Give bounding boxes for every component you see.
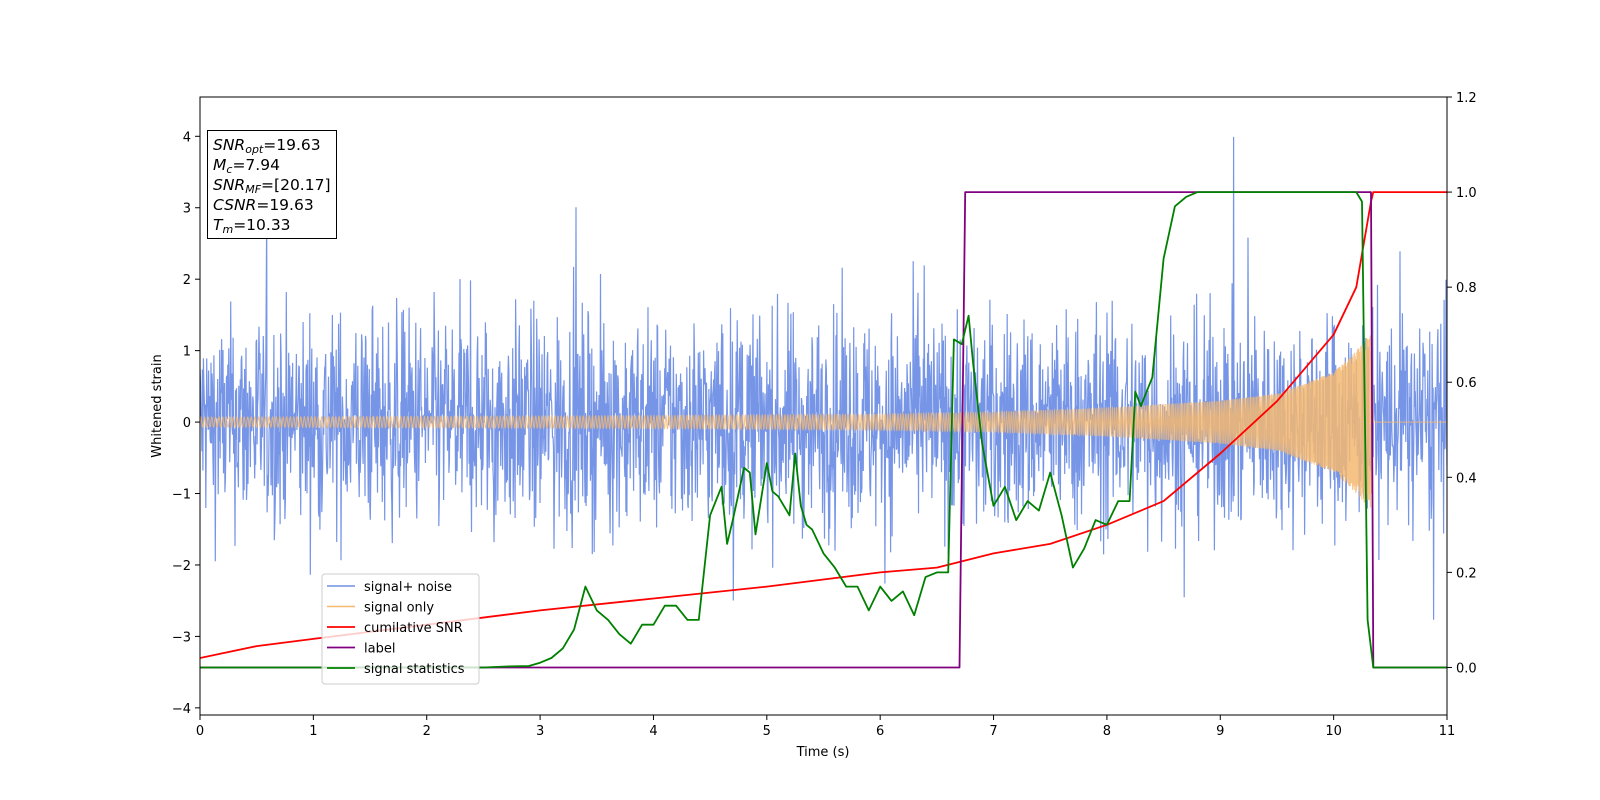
y-right-tick-label: 0.0 [1456, 661, 1477, 676]
legend-entry-label: signal+ noise [364, 580, 452, 595]
annotation-box: SNRopt=19.63 Mc=7.94 SNRMF=[20.17] CSNR=… [207, 130, 337, 239]
y-right-tick-label: 1.0 [1456, 186, 1477, 201]
y-left-tick-label: 0 [183, 416, 191, 431]
y-right-tick-label: 0.4 [1456, 471, 1477, 486]
plot-frame [199, 96, 1448, 716]
csnr-annotation: CSNR=19.63 [213, 196, 314, 214]
legend: signal+ noise signal only cumilative SNR la… [321, 573, 480, 685]
x-tick-label: 0 [196, 724, 204, 739]
y-right-tick-label: 0.6 [1456, 376, 1477, 391]
x-tick-label: 1 [309, 724, 317, 739]
y-left-tick-label: 4 [183, 130, 191, 145]
y-left-tick-label: 3 [183, 202, 191, 217]
legend-entry-label: cumilative SNR [364, 621, 463, 636]
y-left-tick-label: −4 [172, 702, 191, 717]
y-axis-label: Whitened strain [150, 354, 165, 457]
y-right-tick-label: 1.2 [1456, 91, 1477, 106]
x-tick-label: 3 [536, 724, 544, 739]
y-left-tick-label: 1 [183, 345, 191, 360]
axis-ticks: 0 1 2 3 4 5 6 7 8 9 10 11 −4 −3 −2 −1 0 1 2 3 4 0.0 0.2 0.4 0.6 0… [172, 91, 1477, 739]
legend-entry-label: signal only [364, 601, 434, 616]
x-tick-label: 11 [1439, 724, 1456, 739]
y-left-tick-label: −3 [172, 630, 191, 645]
y-left-tick-label: 2 [183, 273, 191, 288]
x-tick-label: 2 [423, 724, 431, 739]
mc-annotation: Mc=7.94 [213, 156, 280, 176]
y-right-tick-label: 0.8 [1456, 281, 1477, 296]
snr-opt-annotation: SNRopt=19.63 [213, 136, 321, 156]
x-tick-label: 10 [1325, 724, 1342, 739]
y-right-tick-label: 0.2 [1456, 566, 1477, 581]
x-tick-label: 8 [1103, 724, 1111, 739]
series-signal-statistics-line [200, 191, 1447, 669]
y-left-tick-label: −2 [172, 559, 191, 574]
legend-entry-label: label [364, 642, 395, 657]
x-tick-label: 7 [989, 724, 997, 739]
legend-entry-label: signal statistics [364, 662, 465, 677]
x-tick-label: 5 [763, 724, 771, 739]
snr-mf-annotation: SNRMF=[20.17] [213, 176, 331, 196]
x-tick-label: 6 [876, 724, 884, 739]
x-axis-label: Time (s) [796, 745, 850, 760]
legend-frame [321, 573, 480, 685]
y-left-tick-label: −1 [172, 488, 191, 503]
series-signal-only-line [200, 335, 1447, 508]
x-tick-label: 4 [649, 724, 657, 739]
tm-annotation: Tm=10.33 [213, 216, 291, 236]
x-tick-label: 9 [1216, 724, 1224, 739]
